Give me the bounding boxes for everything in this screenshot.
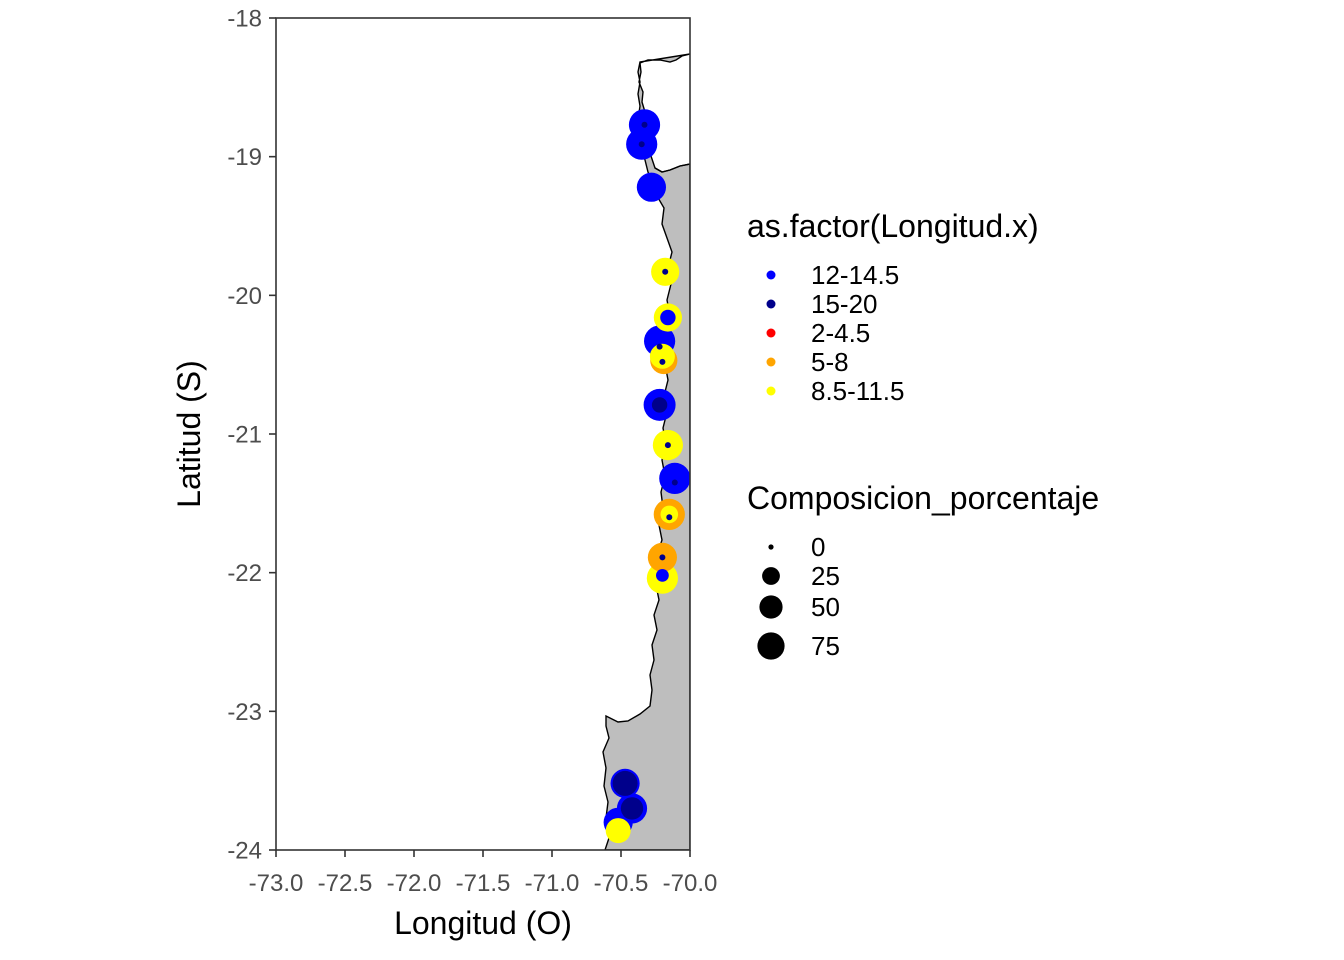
data-point-15-20 bbox=[671, 479, 678, 486]
y-axis-title: Latitud (S) bbox=[171, 360, 207, 508]
y-tick-label: -19 bbox=[227, 144, 262, 171]
size-legend-key bbox=[768, 544, 774, 550]
size-legend-key bbox=[759, 595, 783, 619]
data-point-15-20 bbox=[659, 358, 666, 365]
legend-key-15-20 bbox=[766, 299, 776, 309]
color-legend: as.factor(Longitud.x) 12-14.515-202-4.55… bbox=[747, 208, 1039, 406]
data-point-15-20 bbox=[662, 268, 669, 275]
data-point-15-20 bbox=[659, 554, 666, 561]
x-tick-label: -70.5 bbox=[594, 870, 649, 897]
size-legend-label: 75 bbox=[811, 631, 840, 661]
y-tick-label: -24 bbox=[227, 838, 262, 865]
panel-background bbox=[276, 18, 690, 850]
data-point-15-20 bbox=[666, 514, 673, 521]
y-axis: -18 -19 -20 -21 -22 -23 -24 bbox=[227, 6, 276, 865]
size-legend-title: Composicion_porcentaje bbox=[747, 480, 1099, 516]
x-tick-label: -72.0 bbox=[387, 870, 442, 897]
size-legend-label: 0 bbox=[811, 532, 825, 562]
legend-label: 8.5-11.5 bbox=[811, 376, 904, 406]
border-line bbox=[654, 163, 690, 173]
y-tick-label: -23 bbox=[227, 699, 262, 726]
data-point-8_5-11_5 bbox=[605, 818, 631, 844]
size-legend-key bbox=[757, 632, 785, 660]
x-tick-label: -70.0 bbox=[663, 870, 718, 897]
x-tick-label: -73.0 bbox=[249, 870, 304, 897]
data-point-15-20 bbox=[612, 770, 638, 796]
legend-key-5-8 bbox=[766, 357, 776, 367]
size-legend-key bbox=[762, 567, 780, 585]
legend-label: 12-14.5 bbox=[811, 260, 899, 290]
y-tick-label: -18 bbox=[227, 6, 262, 33]
data-point-15-20 bbox=[651, 397, 668, 413]
color-legend-title: as.factor(Longitud.x) bbox=[747, 208, 1039, 244]
legend-label: 15-20 bbox=[811, 289, 878, 319]
legend-key-2-4_5 bbox=[766, 328, 776, 338]
y-tick-label: -20 bbox=[227, 283, 262, 310]
x-axis: -73.0 -72.5 -72.0 -71.5 -71.0 -70.5 -70.0 bbox=[249, 850, 718, 897]
x-tick-label: -71.5 bbox=[456, 870, 511, 897]
y-tick-label: -22 bbox=[227, 560, 262, 587]
data-point-12-14_5 bbox=[660, 309, 676, 326]
legend-label: 2-4.5 bbox=[811, 318, 870, 348]
data-point-15-20 bbox=[656, 343, 663, 350]
legend-key-8_5-11_5 bbox=[766, 386, 776, 396]
x-axis-title: Longitud (O) bbox=[394, 905, 572, 941]
points-layer bbox=[603, 109, 690, 844]
data-point-15-20 bbox=[641, 121, 648, 128]
legend-label: 5-8 bbox=[811, 347, 849, 377]
size-legend-label: 25 bbox=[811, 561, 840, 591]
data-point-8_5-11_5 bbox=[649, 343, 675, 369]
x-tick-label: -71.0 bbox=[525, 870, 580, 897]
data-point-15-20 bbox=[638, 141, 645, 148]
y-tick-label: -21 bbox=[227, 422, 262, 449]
legend-key-12-14_5 bbox=[766, 270, 776, 280]
data-point-12-14_5 bbox=[656, 569, 669, 582]
size-legend-label: 50 bbox=[811, 592, 840, 622]
data-point-15-20 bbox=[620, 797, 644, 820]
data-point-12-14_5 bbox=[659, 462, 690, 494]
data-point-15-20 bbox=[664, 442, 671, 449]
x-tick-label: -72.5 bbox=[318, 870, 373, 897]
data-point-12-14_5 bbox=[636, 172, 667, 202]
